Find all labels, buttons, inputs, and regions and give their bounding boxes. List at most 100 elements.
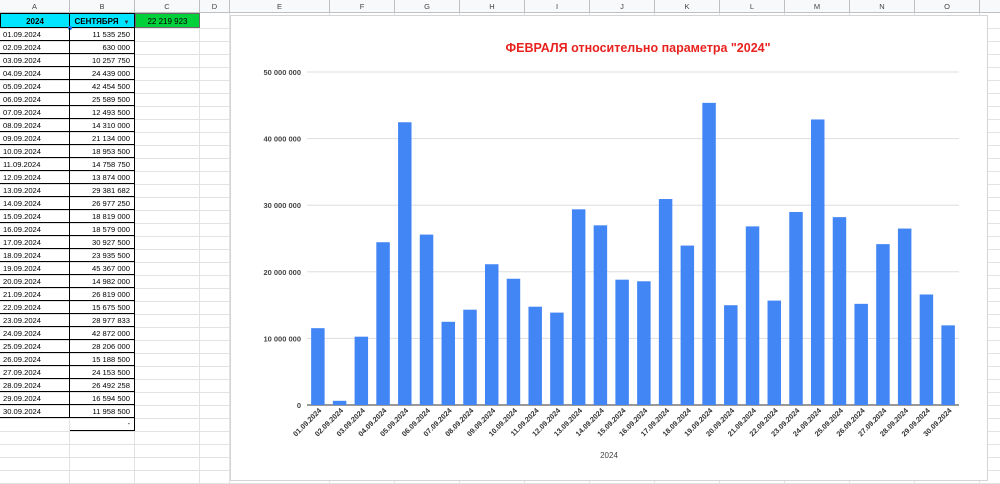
cell-date[interactable]: 30.09.2024 xyxy=(0,405,70,418)
cell-date[interactable]: 03.09.2024 xyxy=(0,54,70,67)
bar-16.09.2024 xyxy=(637,281,651,405)
cell-value[interactable]: 26 977 250 xyxy=(70,197,135,210)
cell-value[interactable]: 42 872 000 xyxy=(70,327,135,340)
column-header-c[interactable]: C xyxy=(135,0,200,13)
cell-b1-month-filter[interactable]: СЕНТЯБРЯ ▼ xyxy=(70,13,135,28)
cell-date[interactable]: 19.09.2024 xyxy=(0,262,70,275)
cell-date[interactable]: 12.09.2024 xyxy=(0,171,70,184)
cell-value[interactable]: 15 675 500 xyxy=(70,301,135,314)
cell-date[interactable]: 10.09.2024 xyxy=(0,145,70,158)
column-header-p[interactable]: P xyxy=(980,0,1000,13)
cell-value[interactable]: 14 310 000 xyxy=(70,119,135,132)
bar-chart[interactable]: ФЕВРАЛЯ относительно параметра "2024" 0 10… xyxy=(230,15,988,481)
cell-value[interactable]: 11 535 250 xyxy=(70,28,135,41)
column-header-b[interactable]: B xyxy=(70,0,135,13)
cell-value[interactable]: 29 381 682 xyxy=(70,184,135,197)
month-label: СЕНТЯБРЯ xyxy=(74,17,119,26)
cell-value[interactable]: 18 953 500 xyxy=(70,145,135,158)
column-header-i[interactable]: I xyxy=(525,0,590,13)
cell-date[interactable]: 26.09.2024 xyxy=(0,353,70,366)
cell-date[interactable]: 11.09.2024 xyxy=(0,158,70,171)
column-header-n[interactable]: N xyxy=(850,0,915,13)
cell-date[interactable]: 27.09.2024 xyxy=(0,366,70,379)
cell-date[interactable]: 06.09.2024 xyxy=(0,93,70,106)
cell-value[interactable]: 14 982 000 xyxy=(70,275,135,288)
cell-value[interactable]: 28 977 833 xyxy=(70,314,135,327)
cell-date[interactable]: 24.09.2024 xyxy=(0,327,70,340)
cell-value[interactable]: 30 927 500 xyxy=(70,236,135,249)
cell-value[interactable]: 13 874 000 xyxy=(70,171,135,184)
column-header-j[interactable]: J xyxy=(590,0,655,13)
cell-date[interactable]: 02.09.2024 xyxy=(0,41,70,54)
cell-value[interactable]: 21 134 000 xyxy=(70,132,135,145)
cell-date[interactable]: 21.09.2024 xyxy=(0,288,70,301)
bar-10.09.2024 xyxy=(506,278,521,405)
cell-value[interactable]: 25 589 500 xyxy=(70,93,135,106)
cell-value[interactable]: 24 153 500 xyxy=(70,366,135,379)
cell-a1-year[interactable]: 2024 xyxy=(0,13,70,28)
cell-date[interactable]: 09.09.2024 xyxy=(0,132,70,145)
cell-date[interactable]: 23.09.2024 xyxy=(0,314,70,327)
cell-value[interactable]: 18 579 000 xyxy=(70,223,135,236)
cell-date[interactable]: 22.09.2024 xyxy=(0,301,70,314)
cell-date[interactable]: 04.09.2024 xyxy=(0,67,70,80)
dropdown-arrow-icon[interactable]: ▼ xyxy=(123,20,130,26)
cell-value[interactable]: 12 493 500 xyxy=(70,106,135,119)
bar-07.09.2024 xyxy=(441,321,456,405)
bar-23.09.2024 xyxy=(789,212,803,405)
cell-date[interactable]: 15.09.2024 xyxy=(0,210,70,223)
bar-22.09.2024 xyxy=(767,300,782,405)
column-header-d[interactable]: D xyxy=(200,0,230,13)
column-header-a[interactable]: A xyxy=(0,0,70,13)
cell-value[interactable]: 26 819 000 xyxy=(70,288,135,301)
cell-c1-total[interactable]: 22 219 923 xyxy=(135,13,200,28)
cell-value[interactable]: 630 000 xyxy=(70,41,135,54)
bar-29.09.2024 xyxy=(919,294,934,405)
cell-date[interactable]: 14.09.2024 xyxy=(0,197,70,210)
cell-value[interactable]: 11 958 500 xyxy=(70,405,135,418)
column-header-k[interactable]: K xyxy=(655,0,720,13)
cell-value[interactable]: 42 454 500 xyxy=(70,80,135,93)
selection-handle[interactable] xyxy=(68,26,72,30)
chart-title: ФЕВРАЛЯ относительно параметра "2024" xyxy=(505,41,770,55)
cell-value[interactable]: 45 367 000 xyxy=(70,262,135,275)
column-header-e[interactable]: E xyxy=(230,0,330,13)
bar-02.09.2024 xyxy=(332,400,347,405)
cell-date[interactable]: 16.09.2024 xyxy=(0,223,70,236)
cell-date[interactable]: 28.09.2024 xyxy=(0,379,70,392)
column-header-h[interactable]: H xyxy=(460,0,525,13)
cell-value[interactable]: 26 492 258 xyxy=(70,379,135,392)
grid-vline xyxy=(199,13,200,484)
cell-date[interactable]: 07.09.2024 xyxy=(0,106,70,119)
column-header-bar: ABCDEFGHIJKLMNOP xyxy=(0,0,1000,13)
column-header-m[interactable]: M xyxy=(785,0,850,13)
column-header-l[interactable]: L xyxy=(720,0,785,13)
bar-08.09.2024 xyxy=(463,309,477,405)
cell-date[interactable]: 29.09.2024 xyxy=(0,392,70,405)
cell-date[interactable]: 05.09.2024 xyxy=(0,80,70,93)
cell-value[interactable]: 28 206 000 xyxy=(70,340,135,353)
bar-12.09.2024 xyxy=(550,312,564,405)
x-axis-title: 2024 xyxy=(600,451,618,460)
column-header-f[interactable]: F xyxy=(330,0,395,13)
cell-value[interactable]: 16 594 500 xyxy=(70,392,135,405)
bar-04.09.2024 xyxy=(376,242,390,405)
cell-date[interactable]: 17.09.2024 xyxy=(0,236,70,249)
cell-date[interactable]: 20.09.2024 xyxy=(0,275,70,288)
cell-value[interactable]: 10 257 750 xyxy=(70,54,135,67)
cell-date[interactable]: 08.09.2024 xyxy=(0,119,70,132)
cell-value[interactable]: 23 935 500 xyxy=(70,249,135,262)
column-header-o[interactable]: O xyxy=(915,0,980,13)
column-header-g[interactable]: G xyxy=(395,0,460,13)
cell-date[interactable]: 13.09.2024 xyxy=(0,184,70,197)
cell-date[interactable]: 01.09.2024 xyxy=(0,28,70,41)
grid-vline xyxy=(229,13,230,484)
cell-value[interactable]: 18 819 000 xyxy=(70,210,135,223)
cell-date[interactable]: 25.09.2024 xyxy=(0,340,70,353)
cell-value[interactable]: 15 188 500 xyxy=(70,353,135,366)
cell-value[interactable]: 24 439 000 xyxy=(70,67,135,80)
cell-value[interactable]: 14 758 750 xyxy=(70,158,135,171)
cell-date[interactable]: 18.09.2024 xyxy=(0,249,70,262)
bar-24.09.2024 xyxy=(810,119,825,406)
cell-trailing-value[interactable]: - xyxy=(70,418,135,431)
